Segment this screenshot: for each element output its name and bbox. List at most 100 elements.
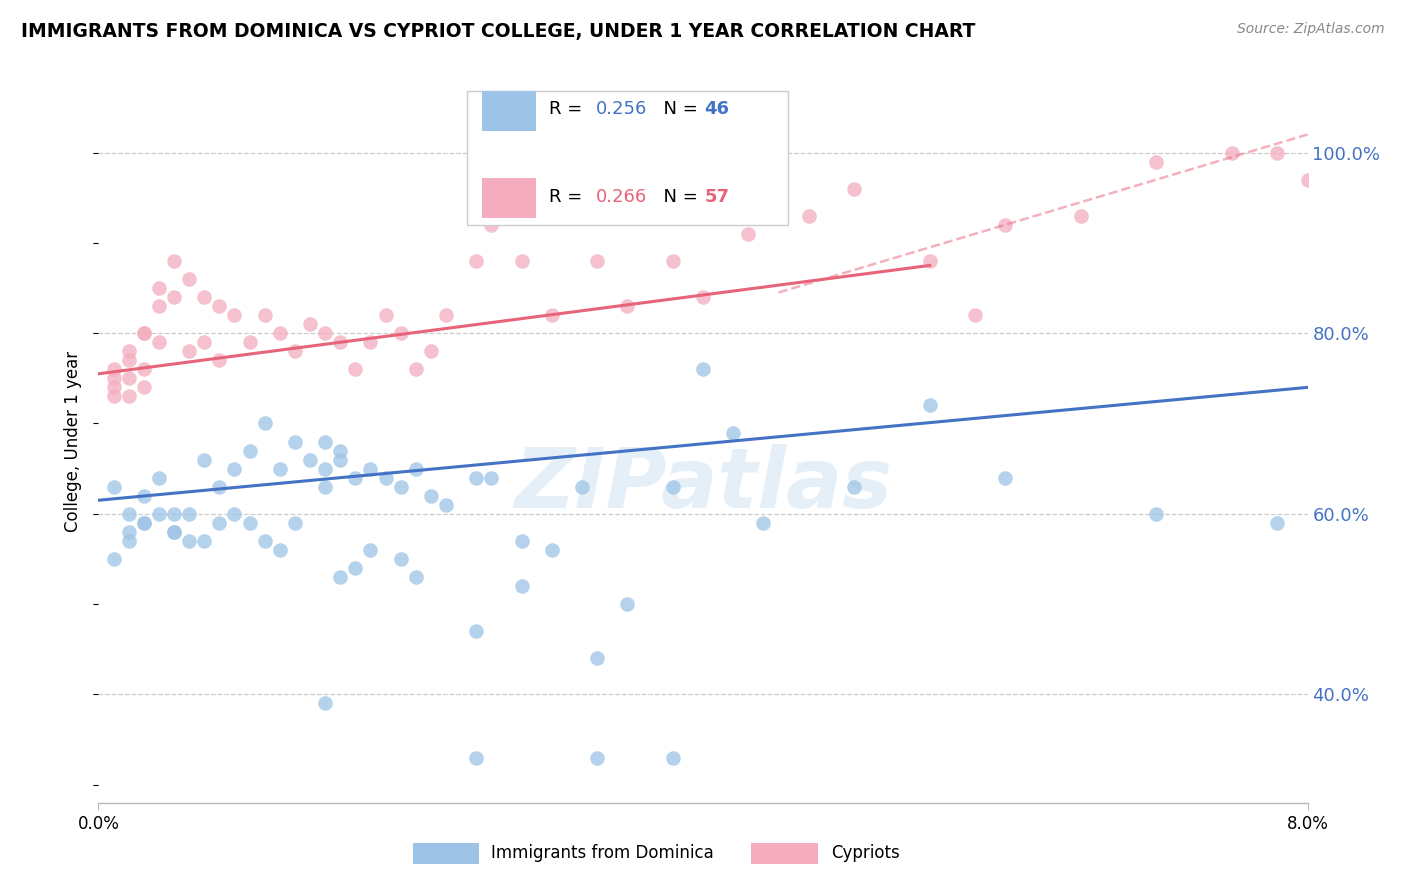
Point: [994, 218, 1017, 232]
Point: [723, 425, 745, 440]
Point: [132, 326, 155, 341]
Point: [314, 697, 336, 711]
Point: [132, 380, 155, 394]
Point: [118, 389, 141, 403]
Point: [389, 326, 412, 341]
Point: [1296, 172, 1319, 186]
Text: ZIPatlas: ZIPatlas: [515, 444, 891, 525]
FancyBboxPatch shape: [482, 178, 536, 218]
Point: [481, 218, 503, 232]
FancyBboxPatch shape: [467, 91, 787, 225]
Point: [616, 299, 638, 313]
Point: [179, 507, 201, 521]
Point: [434, 308, 457, 322]
Text: R =: R =: [550, 188, 589, 206]
Point: [103, 362, 125, 376]
Point: [1267, 516, 1289, 530]
Text: R =: R =: [550, 100, 589, 118]
Point: [661, 480, 683, 494]
Point: [329, 335, 352, 350]
Point: [224, 461, 246, 475]
Point: [1146, 154, 1168, 169]
Point: [752, 516, 775, 530]
Point: [193, 335, 215, 350]
FancyBboxPatch shape: [413, 843, 479, 864]
Point: [179, 533, 201, 548]
Point: [284, 434, 307, 449]
Point: [314, 461, 336, 475]
Point: [269, 326, 291, 341]
Point: [586, 651, 609, 665]
Point: [224, 308, 246, 322]
Point: [208, 516, 231, 530]
Point: [239, 516, 262, 530]
Point: [148, 335, 170, 350]
Point: [239, 443, 262, 458]
Point: [329, 443, 352, 458]
Point: [103, 552, 125, 566]
Point: [344, 362, 367, 376]
Point: [465, 471, 488, 485]
Point: [118, 507, 141, 521]
Point: [405, 570, 427, 584]
Point: [163, 290, 186, 304]
Point: [179, 272, 201, 286]
Point: [1267, 145, 1289, 160]
Point: [118, 371, 141, 385]
Text: 0.256: 0.256: [595, 100, 647, 118]
Point: [239, 335, 262, 350]
Text: N =: N =: [652, 188, 704, 206]
Point: [132, 326, 155, 341]
Point: [329, 452, 352, 467]
Point: [118, 533, 141, 548]
Point: [510, 579, 533, 593]
Point: [344, 471, 367, 485]
Point: [374, 471, 396, 485]
Point: [148, 471, 170, 485]
Point: [118, 344, 141, 359]
Point: [253, 417, 276, 431]
Point: [586, 750, 609, 764]
Point: [797, 209, 820, 223]
Point: [571, 480, 593, 494]
Point: [163, 507, 186, 521]
Point: [918, 398, 941, 412]
Point: [844, 182, 866, 196]
Text: Cypriots: Cypriots: [831, 845, 900, 863]
Point: [434, 498, 457, 512]
Point: [481, 471, 503, 485]
Point: [299, 317, 322, 331]
Text: N =: N =: [652, 100, 704, 118]
Point: [253, 308, 276, 322]
Point: [193, 452, 215, 467]
Point: [994, 471, 1017, 485]
Point: [374, 308, 396, 322]
Point: [269, 461, 291, 475]
Text: 57: 57: [704, 188, 730, 206]
Point: [193, 290, 215, 304]
Point: [1220, 145, 1243, 160]
Point: [965, 308, 987, 322]
Point: [148, 281, 170, 295]
Text: Immigrants from Dominica: Immigrants from Dominica: [492, 845, 714, 863]
Point: [329, 570, 352, 584]
FancyBboxPatch shape: [751, 843, 818, 864]
Point: [389, 552, 412, 566]
Point: [661, 254, 683, 268]
Point: [103, 371, 125, 385]
Point: [616, 597, 638, 611]
Point: [132, 516, 155, 530]
Point: [314, 480, 336, 494]
Point: [179, 344, 201, 359]
Point: [314, 434, 336, 449]
Point: [103, 380, 125, 394]
Point: [586, 254, 609, 268]
Point: [299, 452, 322, 467]
Text: Source: ZipAtlas.com: Source: ZipAtlas.com: [1237, 22, 1385, 37]
Point: [360, 461, 382, 475]
Point: [360, 335, 382, 350]
Point: [284, 516, 307, 530]
FancyBboxPatch shape: [482, 91, 536, 131]
Point: [148, 507, 170, 521]
Y-axis label: College, Under 1 year: College, Under 1 year: [65, 351, 83, 533]
